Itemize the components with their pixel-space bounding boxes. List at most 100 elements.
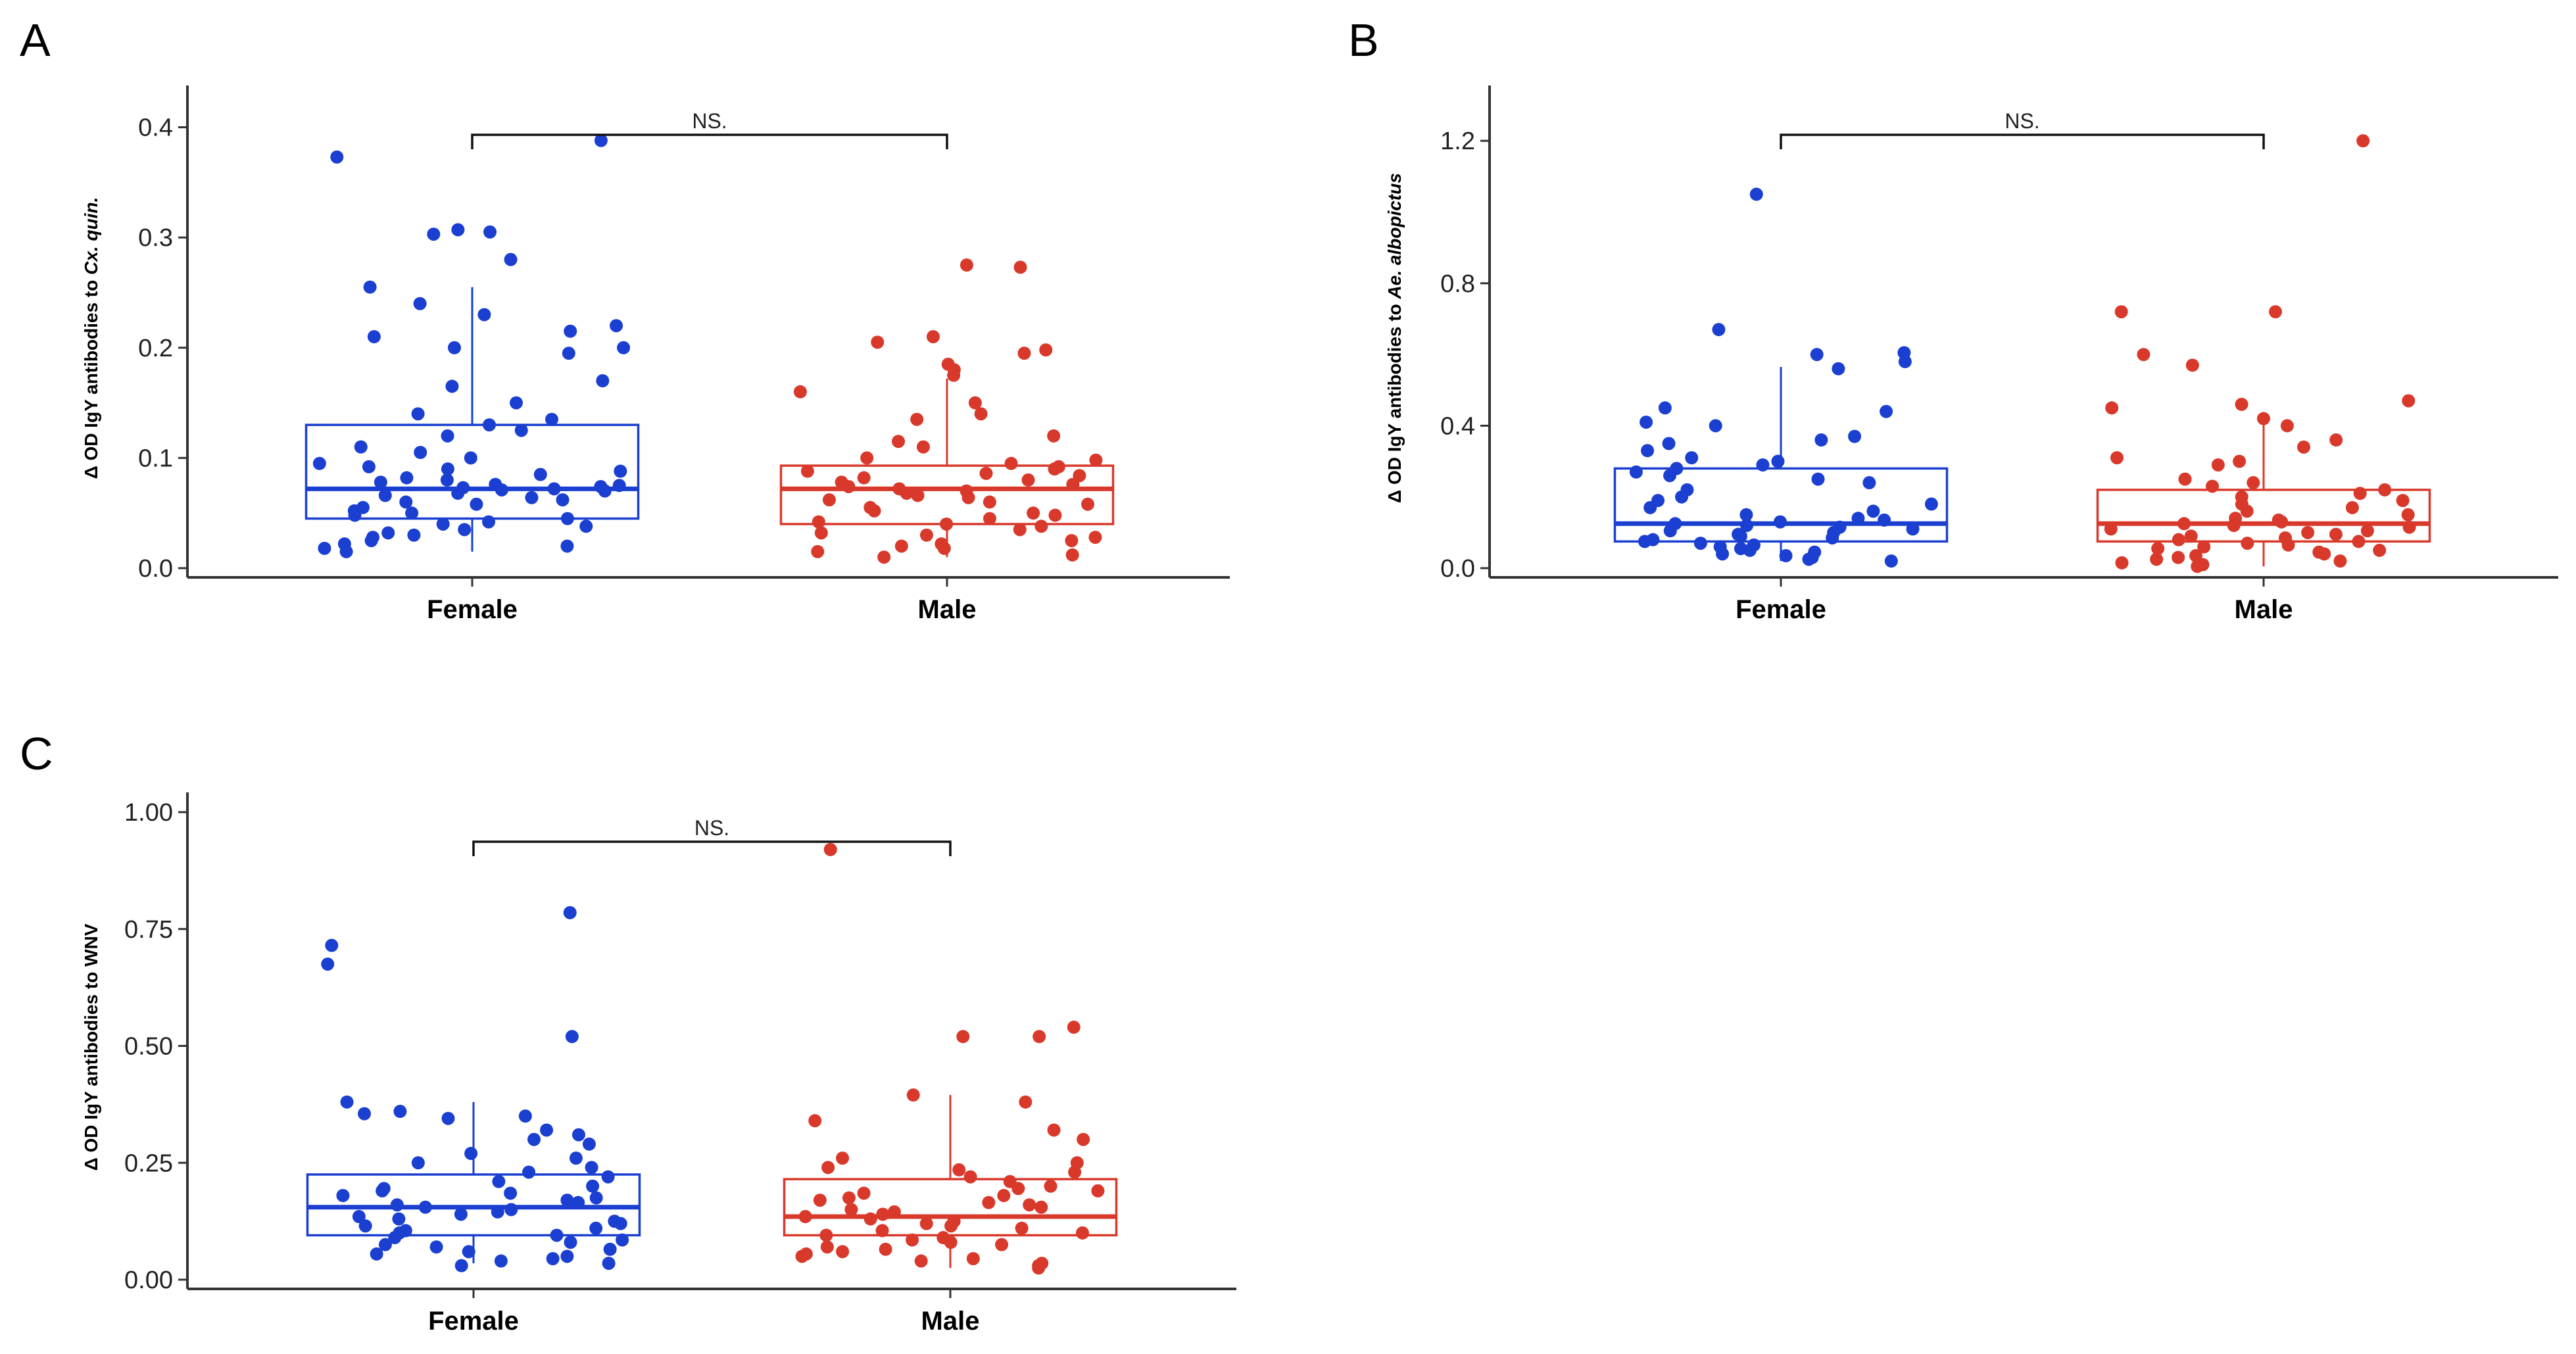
data-point [441, 429, 454, 443]
data-point [1866, 504, 1880, 518]
data-point [1067, 1021, 1081, 1034]
data-point [601, 1170, 615, 1184]
data-point [842, 1191, 856, 1205]
data-point [2206, 479, 2220, 493]
data-point [340, 1095, 354, 1109]
y-tick-label: 0.2 [138, 335, 173, 362]
data-point [504, 1186, 518, 1200]
y-axis-title-prefix: Δ OD IgY antibodies to [81, 275, 101, 479]
data-point [1013, 523, 1027, 537]
data-point [560, 512, 574, 525]
data-point [2360, 524, 2374, 538]
data-point [1898, 354, 1912, 368]
data-point [614, 1217, 627, 1230]
data-point [483, 225, 497, 239]
data-point [392, 1212, 406, 1226]
data-point [562, 347, 575, 360]
data-point [585, 1161, 598, 1174]
data-point [617, 341, 631, 354]
data-point [926, 330, 940, 343]
data-point [2353, 487, 2367, 500]
data-point [509, 396, 523, 410]
data-point [2256, 412, 2270, 425]
data-point [1884, 554, 1898, 568]
data-point [547, 482, 561, 496]
data-point [2211, 458, 2225, 471]
y-tick-label: 0.3 [138, 224, 173, 252]
data-point [1089, 453, 1103, 467]
data-point [1716, 547, 1730, 561]
y-tick-label: 0.1 [138, 445, 173, 472]
data-point [2281, 538, 2295, 552]
data-point [339, 544, 353, 558]
data-point [454, 1207, 468, 1221]
data-point [462, 1245, 475, 1259]
x-category-label: Female [1736, 595, 1826, 624]
y-tick-label: 0.0 [138, 555, 173, 583]
data-point [906, 1088, 920, 1102]
data-point [1685, 451, 1699, 465]
data-point [1773, 515, 1787, 529]
data-point [887, 1205, 901, 1219]
data-point [983, 495, 996, 509]
data-point [367, 330, 381, 343]
y-tick-label: 1.00 [124, 799, 173, 827]
data-point [436, 517, 450, 531]
panel-letter: B [1348, 14, 1379, 66]
data-point [612, 479, 626, 493]
data-point [961, 491, 975, 504]
data-point [560, 1194, 574, 1207]
data-point [1081, 497, 1095, 511]
data-point [995, 1238, 1009, 1251]
data-point [441, 462, 454, 476]
data-point [863, 1212, 877, 1226]
data-point [2268, 305, 2282, 319]
data-point [2172, 533, 2185, 546]
data-point [1034, 1200, 1048, 1214]
data-point [2235, 397, 2248, 411]
data-point [811, 544, 825, 558]
data-point [374, 475, 387, 489]
data-point [857, 1186, 871, 1200]
data-point [405, 506, 419, 520]
data-point [2104, 522, 2118, 536]
significance-bracket: NS. [1780, 109, 2265, 149]
data-point [2151, 542, 2165, 556]
data-point [1643, 500, 1657, 514]
bracket-line [472, 840, 952, 856]
data-point [2114, 305, 2128, 319]
data-point [960, 258, 973, 272]
data-point [2402, 394, 2416, 408]
data-point [527, 1132, 541, 1146]
data-point [911, 489, 925, 502]
data-point [390, 1198, 404, 1212]
data-point [1019, 1095, 1033, 1109]
data-point [2275, 515, 2289, 529]
data-point [413, 297, 427, 310]
data-point [451, 223, 465, 237]
data-point [2227, 519, 2241, 533]
data-point [491, 1205, 504, 1219]
data-point [798, 1210, 812, 1224]
series-male [779, 258, 1115, 564]
data-point [1033, 1030, 1046, 1044]
data-point [370, 1247, 383, 1261]
data-point [836, 1151, 850, 1165]
y-axis-title: Δ OD IgY antibodies to Cx. quin. [81, 197, 101, 479]
data-point [603, 1242, 617, 1256]
data-point [1878, 513, 1891, 527]
data-point [819, 1228, 833, 1242]
data-point [2150, 552, 2164, 566]
data-point [494, 1254, 508, 1268]
y-tick-label: 0.50 [124, 1033, 173, 1061]
significance-label: NS. [692, 109, 727, 133]
data-point [533, 468, 547, 481]
data-point [569, 1151, 583, 1165]
data-point [454, 1259, 468, 1272]
data-point [477, 308, 491, 322]
data-point [2110, 451, 2124, 465]
data-point [894, 539, 908, 553]
significance-label: NS. [2005, 109, 2039, 133]
bracket-line [1780, 133, 2265, 149]
y-tick-label: 0.0 [1440, 555, 1475, 583]
